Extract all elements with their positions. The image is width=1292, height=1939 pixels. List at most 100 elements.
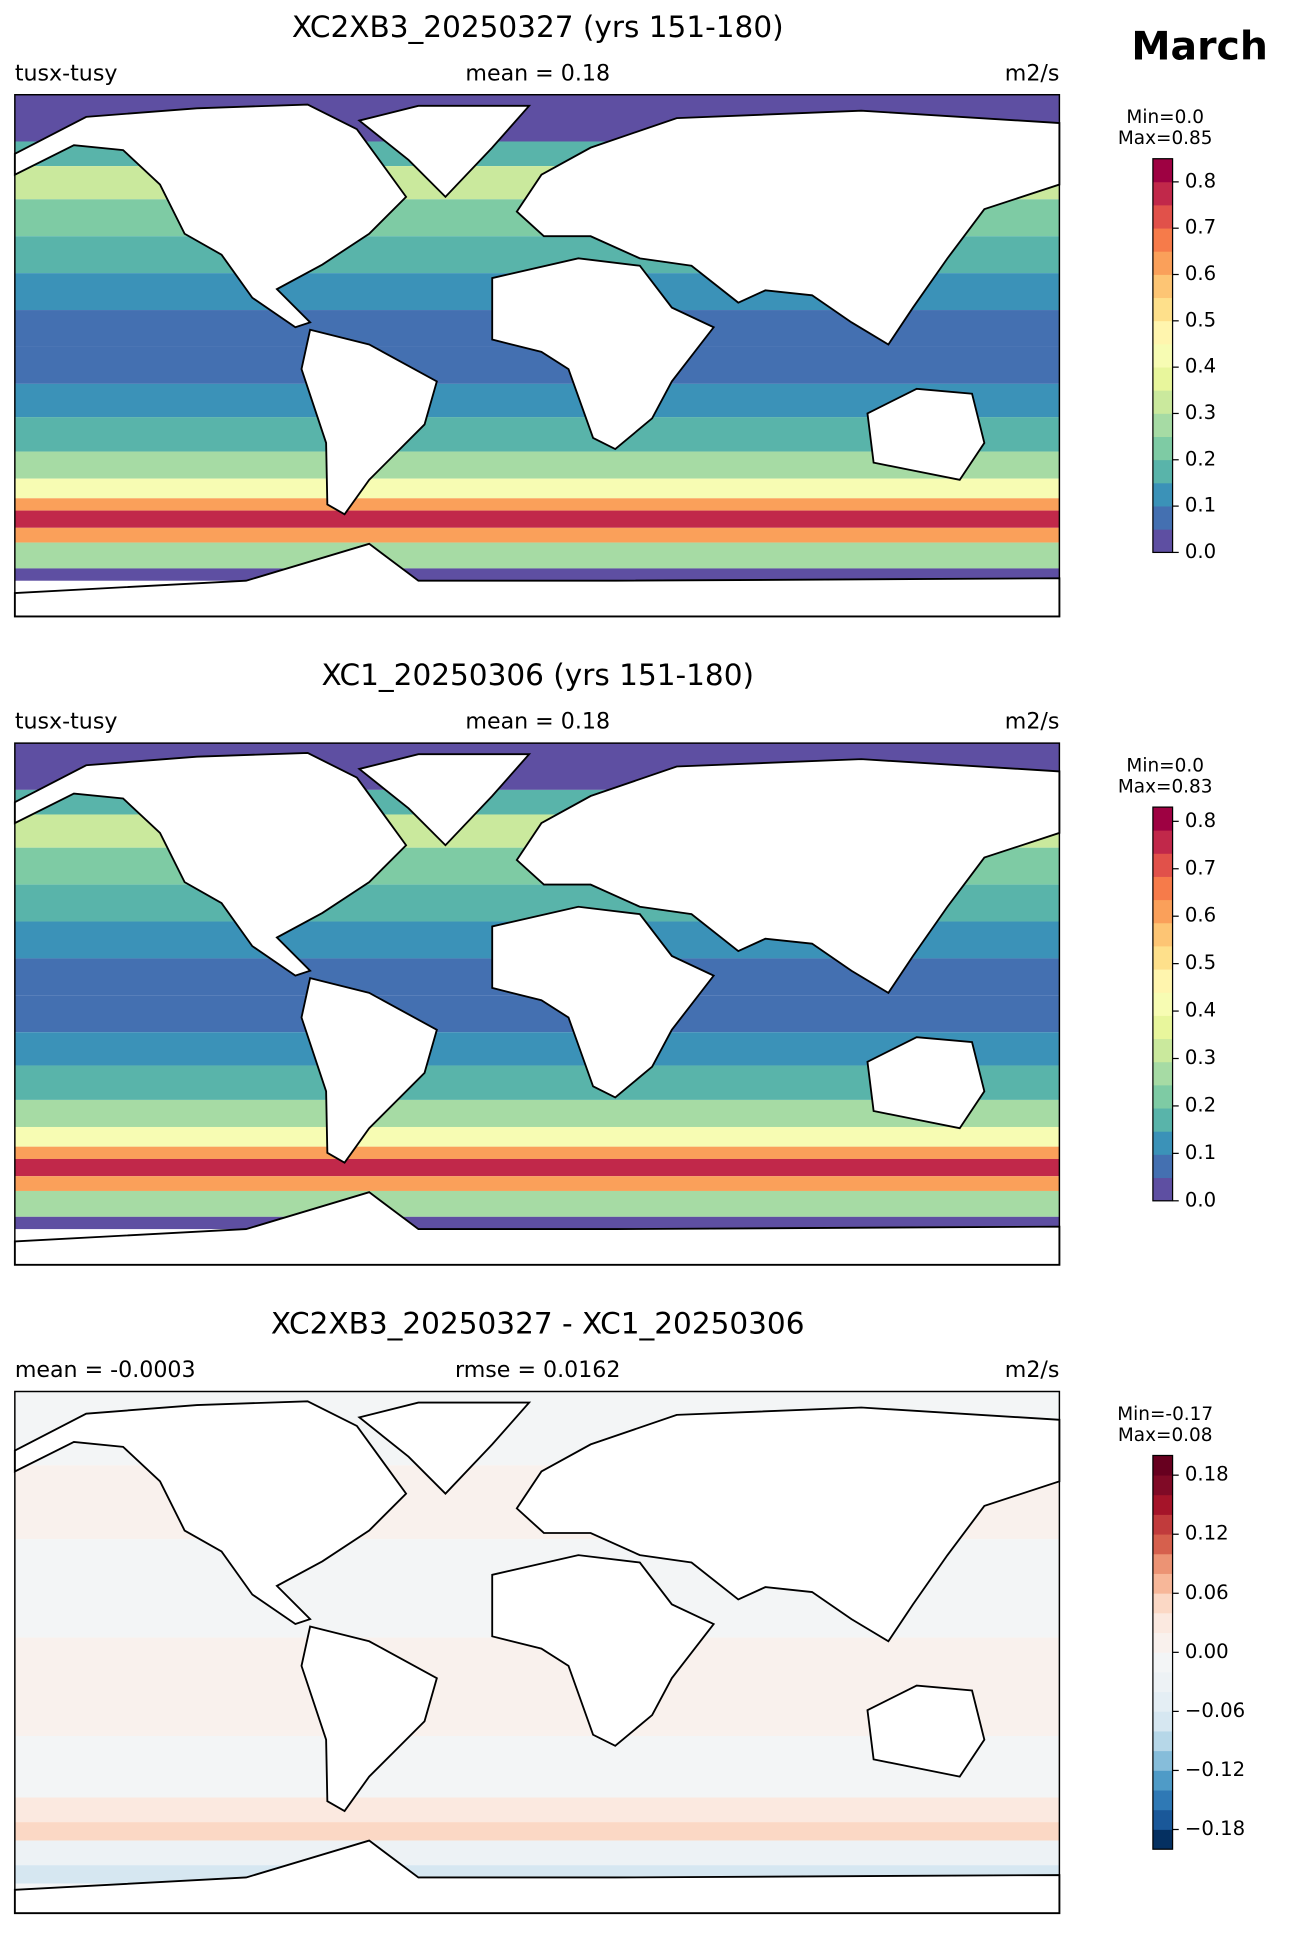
colorbar-tick-label: 0.0: [1185, 540, 1216, 563]
continent: [13, 103, 408, 329]
colorbar-segment: [1152, 1475, 1173, 1496]
colorbar-segment: [1152, 1790, 1173, 1811]
stats-label: Min=0.0: [1126, 107, 1204, 128]
continent: [357, 104, 532, 199]
continent: [13, 1400, 408, 1626]
continent: [357, 1401, 532, 1495]
colorbar-tick-label: 0.2: [1185, 1093, 1216, 1116]
field-band: [14, 1822, 1060, 1841]
colorbar-segment: [1152, 482, 1173, 507]
colorbar-tick-label: 0.8: [1185, 809, 1216, 832]
map-frame: [14, 742, 1061, 1266]
colorbar-segment: [1152, 1593, 1173, 1614]
colorbar-segment: [1152, 853, 1173, 877]
colorbar-tick-label: 0.00: [1185, 1640, 1229, 1663]
colorbar-segment: [1152, 1455, 1173, 1476]
colorbar-tick-label: 0.5: [1185, 308, 1216, 331]
continent: [866, 1036, 986, 1130]
field-band: [14, 542, 1060, 569]
field-band: [14, 510, 1060, 528]
field-band: [14, 1840, 1060, 1866]
colorbar-segment: [1152, 946, 1173, 970]
colorbar-tick-label: −0.18: [1185, 1817, 1245, 1840]
colorbar-tick-label: 0.3: [1185, 401, 1216, 424]
stats-label: Min=-0.17: [1117, 1404, 1213, 1425]
colorbar-segment: [1152, 436, 1173, 461]
stats-label: Max=0.83: [1118, 776, 1213, 797]
colorbar-segment: [1152, 899, 1173, 924]
panel-title: XC1_20250306 (yrs 151-180): [321, 658, 754, 692]
right-label: m2/s: [1005, 1357, 1060, 1383]
colorbar-tick-label: 0.0: [1185, 1188, 1216, 1211]
colorbar-frame: [1152, 158, 1174, 554]
map-frame: [14, 93, 1061, 618]
colorbar-segment: [1152, 1177, 1173, 1202]
colorbar-frame: [1152, 1454, 1174, 1850]
colorbar-segment: [1152, 1829, 1173, 1850]
right-label: m2/s: [1005, 709, 1060, 735]
colorbar-tick-label: 0.3: [1185, 1046, 1216, 1069]
stats-label: Max=0.08: [1118, 1425, 1213, 1446]
colorbar-segment: [1152, 992, 1173, 1016]
colorbar-segment: [1152, 274, 1173, 299]
field-band: [14, 1176, 1060, 1191]
continent: [13, 752, 408, 977]
colorbar-segment: [1152, 1131, 1173, 1155]
colorbar-segment: [1152, 1061, 1173, 1086]
colorbar-segment: [1152, 1015, 1173, 1040]
center-label: mean = 0.18: [465, 709, 610, 735]
right-label: m2/s: [1005, 60, 1060, 86]
colorbar-segment: [1152, 529, 1173, 553]
left-label: tusx-tusy: [15, 709, 118, 735]
continent: [866, 387, 986, 481]
colorbar-segment: [1152, 969, 1173, 993]
continent: [300, 976, 438, 1164]
colorbar-tick-label: 0.5: [1185, 951, 1216, 974]
colorbar-segment: [1152, 1770, 1173, 1791]
colorbar-segment: [1152, 297, 1173, 322]
map-frame: [14, 1390, 1061, 1914]
colorbar-tick-label: 0.7: [1185, 856, 1216, 879]
continent: [300, 1625, 438, 1813]
field-band: [14, 1190, 1060, 1217]
left-label: tusx-tusy: [15, 60, 118, 86]
colorbar-segment: [1152, 320, 1173, 345]
colorbar-tick-label: 0.7: [1185, 216, 1216, 239]
field-band: [14, 1146, 1060, 1159]
colorbar-segment: [1152, 1632, 1173, 1653]
colorbar-tick-label: 0.6: [1185, 262, 1216, 285]
colorbar-segment: [1152, 205, 1173, 229]
field-band: [14, 527, 1060, 543]
continent: [515, 1406, 1061, 1643]
colorbar-segment: [1152, 1652, 1173, 1673]
colorbar-segment: [1152, 807, 1173, 831]
field-band: [14, 1126, 1060, 1147]
colorbar-segment: [1152, 1514, 1173, 1535]
colorbar-segment: [1152, 1672, 1173, 1693]
colorbar-segment: [1152, 1731, 1173, 1752]
colorbar-segment: [1152, 876, 1173, 901]
center-label: rmse = 0.0162: [455, 1357, 620, 1383]
colorbar-tick-label: 0.2: [1185, 447, 1216, 470]
field-band: [14, 1797, 1060, 1823]
colorbar-segment: [1152, 367, 1173, 391]
colorbar-segment: [1152, 1154, 1173, 1179]
colorbar-tick-label: 0.06: [1185, 1581, 1229, 1604]
field-band: [14, 346, 1060, 384]
colorbar-segment: [1152, 1612, 1173, 1634]
colorbar-segment: [1152, 1691, 1173, 1712]
continent: [491, 1554, 716, 1747]
continent: [491, 257, 716, 451]
colorbar-segment: [1152, 1108, 1173, 1132]
colorbar-segment: [1152, 158, 1173, 183]
colorbar-segment: [1152, 1711, 1173, 1732]
field-band: [14, 995, 1060, 1033]
stats-label: Min=0.0: [1126, 755, 1204, 776]
colorbar-tick-label: −0.12: [1185, 1758, 1245, 1781]
colorbar-segment: [1152, 343, 1173, 368]
field-band: [14, 1158, 1060, 1177]
colorbar-segment: [1152, 1085, 1173, 1109]
colorbar-tick-label: 0.1: [1185, 1141, 1216, 1164]
colorbar-segment: [1152, 830, 1173, 854]
